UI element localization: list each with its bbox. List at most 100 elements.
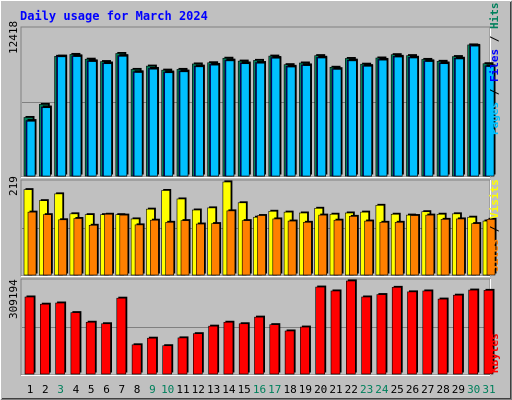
sites-bar: [456, 218, 465, 276]
sites-bar: [272, 218, 282, 276]
sites-bar: [425, 214, 435, 276]
pages-bar: [424, 61, 434, 177]
sites-bar: [180, 220, 190, 276]
sites-bar: [410, 215, 419, 276]
pages-bar: [103, 63, 112, 177]
day-label: 27: [421, 383, 434, 396]
sites-bar: [287, 220, 297, 276]
day-label: 9: [149, 383, 156, 396]
day-labels: 1 2 3 4 5 6 7 8 9 10 11 12 13 14 15 16 17 18 19 20 21 22 23 24 2…: [27, 383, 496, 396]
kbytes-bar: [39, 303, 50, 375]
pages-bar: [347, 60, 357, 177]
day-label: 1: [27, 383, 34, 396]
day-label: 19: [299, 383, 312, 396]
day-label: 2: [42, 383, 49, 396]
kbytes-bar: [147, 337, 157, 375]
sites-bar: [165, 222, 174, 276]
day-label: 20: [314, 383, 327, 396]
pages-bar: [455, 58, 464, 177]
day-label: 26: [406, 383, 419, 396]
day-label: 15: [238, 383, 251, 396]
day-label: 31: [482, 383, 495, 396]
sites-bar: [196, 223, 205, 276]
visits-y-axis-label: Sites / Visits: [488, 179, 501, 272]
ylabel-files: Files: [488, 49, 501, 82]
sites-bar: [88, 225, 98, 276]
kbytes-bar: [70, 312, 81, 375]
pages-bar: [179, 71, 189, 177]
kbytes-y-axis-label: KBytes: [488, 333, 501, 373]
kbytes-bar: [208, 325, 218, 375]
kbytes-max-label: 309194: [7, 279, 20, 319]
day-label: 14: [222, 383, 236, 396]
kbytes-bar: [131, 344, 142, 375]
day-label: 29: [452, 383, 465, 396]
hits-files-pages-bars: [23, 43, 496, 177]
day-label: 6: [103, 383, 110, 396]
pages-bar: [72, 56, 82, 177]
day-label: 16: [253, 383, 266, 396]
day-label: 24: [375, 383, 389, 396]
sites-bar: [226, 210, 236, 276]
pages-bar: [149, 68, 158, 177]
kbytes-bar: [315, 286, 326, 375]
kbytes-bar: [223, 321, 234, 375]
pages-bar: [118, 56, 128, 177]
sites-bar: [379, 222, 389, 276]
ylabel-visits: Visits: [488, 179, 501, 219]
day-label: 5: [88, 383, 95, 396]
day-label: 21: [329, 383, 342, 396]
pages-bar: [26, 120, 36, 177]
day-label: 25: [391, 383, 404, 396]
pages-bar: [271, 57, 281, 177]
kbytes-bar: [254, 316, 264, 375]
sites-bar: [119, 214, 129, 276]
sites-bar: [486, 219, 496, 276]
ylabel-hits: Hits: [488, 3, 501, 30]
sites-bar: [211, 223, 220, 276]
day-label: 10: [161, 383, 174, 396]
kbytes-bar: [422, 290, 433, 375]
kbytes-bar: [483, 290, 494, 375]
day-label: 7: [118, 383, 125, 396]
day-label: 12: [192, 383, 205, 396]
sites-bar: [58, 219, 67, 276]
kbytes-bar: [453, 294, 463, 375]
ylabel-pages: Pages: [488, 102, 501, 135]
kbytes-bar: [162, 345, 172, 375]
pages-bar: [286, 66, 296, 177]
sites-bar: [27, 211, 37, 276]
sites-bar: [364, 220, 373, 276]
kbytes-bar: [330, 290, 341, 375]
kbytes-bar: [238, 323, 249, 375]
kbytes-bar: [24, 296, 35, 375]
pages-bar: [225, 60, 235, 177]
kbytes-bar: [376, 294, 387, 375]
pages-bar: [302, 65, 311, 177]
kbytes-bar: [391, 287, 402, 375]
pages-bar: [485, 66, 495, 177]
sites-bar: [42, 214, 52, 276]
day-label: 13: [207, 383, 220, 396]
pages-bar: [195, 66, 204, 177]
kbytes-bar: [300, 326, 310, 375]
sites-bar: [471, 223, 481, 276]
pages-bar: [317, 57, 327, 177]
day-label: 4: [73, 383, 80, 396]
sites-bar: [318, 214, 328, 276]
kbytes-panel: 309194 KBytes: [7, 278, 501, 376]
pages-bar: [210, 64, 219, 177]
kbytes-bar: [193, 333, 203, 375]
kbytes-bar: [345, 280, 356, 375]
kbytes-bar: [116, 297, 127, 375]
kbytes-bar: [284, 330, 295, 375]
pages-bar: [470, 45, 480, 177]
ylabel-kbytes: KBytes: [488, 333, 501, 373]
pages-bar: [332, 69, 342, 177]
day-label: 22: [345, 383, 358, 396]
kbytes-bar: [361, 296, 371, 375]
kbytes-bar: [437, 298, 448, 375]
